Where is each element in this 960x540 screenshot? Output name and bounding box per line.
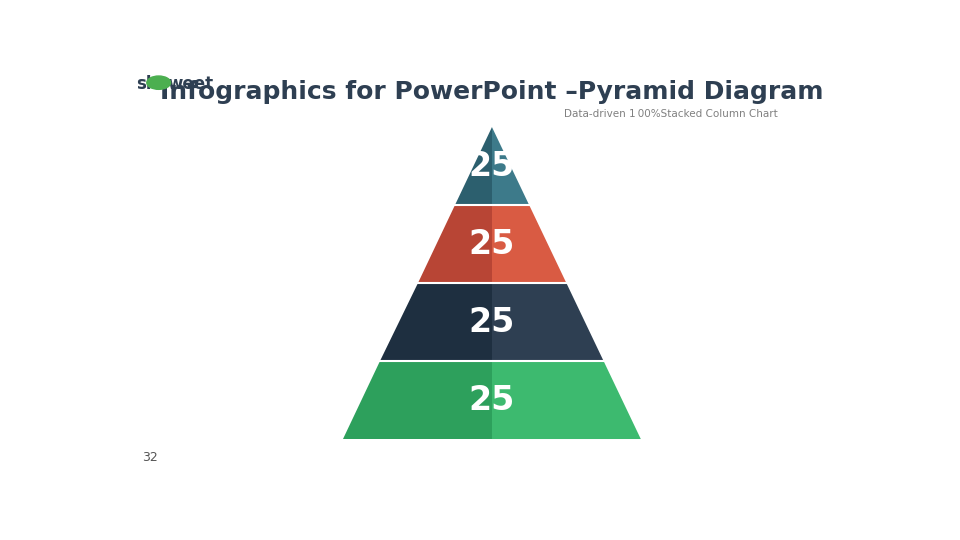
- Text: sh: sh: [136, 75, 158, 92]
- Polygon shape: [492, 283, 604, 361]
- Text: 25: 25: [468, 228, 516, 261]
- Text: weet: weet: [168, 75, 214, 92]
- Text: 25: 25: [468, 383, 516, 416]
- Polygon shape: [380, 283, 492, 361]
- Text: 32: 32: [142, 451, 158, 464]
- Text: 25: 25: [468, 150, 516, 183]
- Polygon shape: [492, 205, 566, 283]
- Text: 25: 25: [468, 306, 516, 339]
- Polygon shape: [455, 127, 492, 205]
- Text: Data-driven 1 00%Stacked Column Chart: Data-driven 1 00%Stacked Column Chart: [564, 109, 778, 119]
- Polygon shape: [344, 361, 492, 439]
- Polygon shape: [418, 205, 492, 283]
- Text: Infographics for PowerPoint –Pyramid Diagram: Infographics for PowerPoint –Pyramid Dia…: [160, 80, 824, 104]
- Polygon shape: [492, 361, 641, 439]
- Circle shape: [147, 76, 171, 89]
- Polygon shape: [492, 127, 529, 205]
